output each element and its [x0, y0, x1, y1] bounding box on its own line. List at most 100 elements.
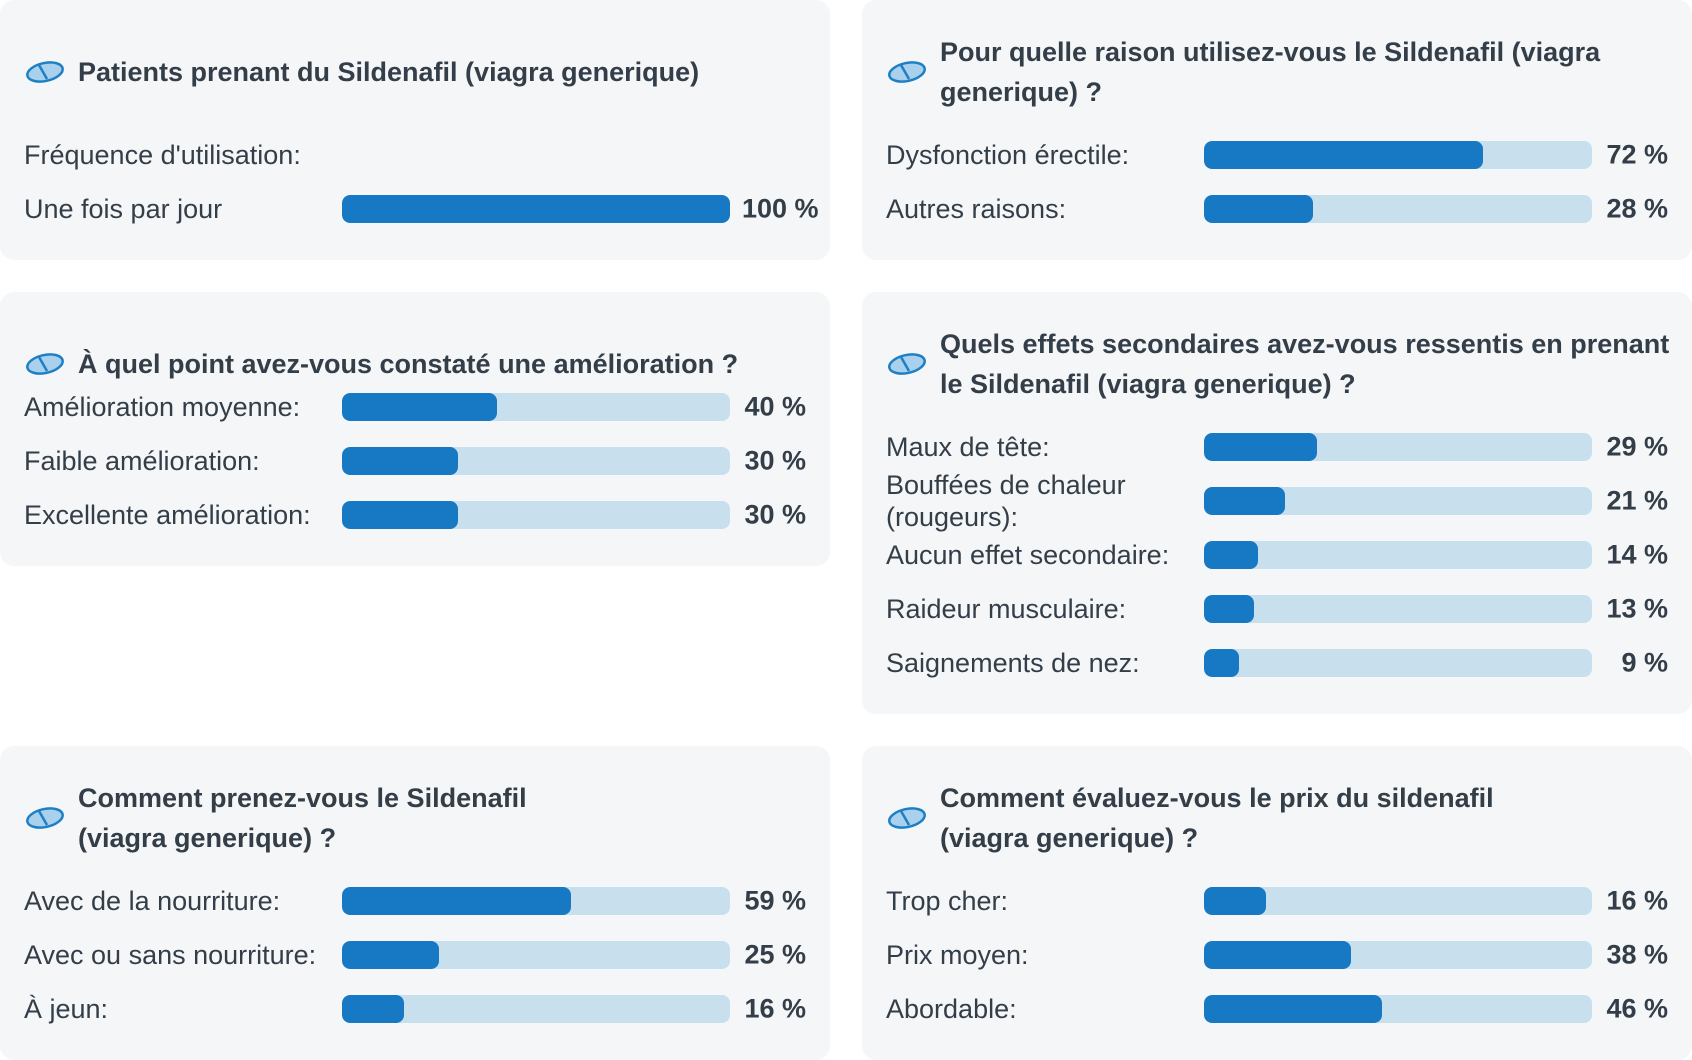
bar-value-label: 40 % — [744, 391, 806, 422]
bar-label: Faible amélioration: — [24, 446, 260, 476]
bar-track — [1204, 887, 1592, 915]
bar-track — [1204, 195, 1592, 223]
bar-label: Dysfonction érectile: — [886, 140, 1130, 170]
survey-card-side-effects: Quels effets secondaires avez-vous resse… — [862, 292, 1692, 714]
card-title: Pour quelle raison utilisez-vous le Sild… — [940, 37, 1601, 107]
bar-track — [342, 447, 730, 475]
bar-fill — [1204, 649, 1239, 677]
bar-fill — [1204, 141, 1484, 169]
bar-value-label: 30 % — [744, 499, 806, 530]
bar-fill — [1204, 595, 1255, 623]
bar-fill — [342, 195, 730, 223]
bar-row: Prix moyen: 38 % — [886, 928, 1692, 982]
bar-label: Aucun effet secondaire: — [886, 540, 1170, 570]
card-header: À quel point avez-vous constaté une amél… — [24, 344, 810, 384]
bar-row: Bouffées de chaleur (rougeurs): 21 % — [886, 470, 1692, 532]
bar-track — [1204, 595, 1592, 623]
pill-icon — [26, 807, 64, 829]
bar-label: Avec de la nourriture: — [24, 886, 281, 916]
bar-fill — [1204, 887, 1267, 915]
bar-value-label: 72 % — [1606, 139, 1668, 170]
bar-fill — [342, 447, 459, 475]
bar-value-label: 38 % — [1606, 939, 1668, 970]
card-header: Pour quelle raison utilisez-vous le Sild… — [886, 32, 1672, 112]
bar-row: Amélioration moyenne: 40 % — [24, 380, 830, 434]
bar-label: À jeun: — [24, 994, 109, 1024]
bar-label: Avec ou sans nourriture: — [24, 940, 317, 970]
bar-value-label: 13 % — [1606, 593, 1668, 624]
bar-row: Abordable: 46 % — [886, 982, 1692, 1036]
bar-fill — [342, 941, 439, 969]
bar-fill — [1204, 941, 1352, 969]
bar-label: Amélioration moyenne: — [24, 392, 301, 422]
bar-fill — [342, 501, 459, 529]
bar-label: Autres raisons: — [886, 194, 1067, 224]
bar-row: Trop cher: 16 % — [886, 874, 1692, 928]
bar-label: Trop cher: — [886, 886, 1009, 916]
card-header: Comment prenez-vous le Sildenafil (viagr… — [24, 778, 810, 858]
bar-value-label: 29 % — [1606, 431, 1668, 462]
bar-label: Abordable: — [886, 994, 1017, 1024]
bar-fill — [1204, 995, 1383, 1023]
bar-row: Aucun effet secondaire: 14 % — [886, 528, 1692, 582]
bar-fill — [342, 887, 571, 915]
bar-value-label: 28 % — [1606, 193, 1668, 224]
bar-track — [1204, 541, 1592, 569]
bar-row: Faible amélioration: 30 % — [24, 434, 830, 488]
pill-icon — [888, 807, 926, 829]
bar-track — [342, 887, 730, 915]
bar-value-label: 100 % — [742, 193, 819, 224]
pill-icon — [26, 353, 64, 375]
card-subtitle: Fréquence d'utilisation: — [24, 140, 301, 170]
bar-row: Avec de la nourriture: 59 % — [24, 874, 830, 928]
bar-value-label: 14 % — [1606, 539, 1668, 570]
survey-card-intake: Comment prenez-vous le Sildenafil (viagr… — [0, 746, 830, 1060]
bar-fill — [1204, 541, 1259, 569]
bar-fill — [1204, 195, 1313, 223]
bar-track — [342, 393, 730, 421]
bar-fill — [1204, 487, 1286, 515]
bar-track — [342, 501, 730, 529]
survey-card-reason: Pour quelle raison utilisez-vous le Sild… — [862, 0, 1692, 260]
pill-icon — [888, 61, 926, 83]
bar-fill — [1204, 433, 1317, 461]
pill-icon — [888, 353, 926, 375]
bar-row: Saignements de nez: 9 % — [886, 636, 1692, 690]
card-title: À quel point avez-vous constaté une amél… — [78, 349, 739, 379]
bar-label: Excellente amélioration: — [24, 500, 311, 530]
bar-label: Saignements de nez: — [886, 648, 1140, 678]
bar-label: Une fois par jour — [24, 194, 223, 224]
bar-track — [1204, 487, 1592, 515]
bar-value-label: 16 % — [744, 993, 806, 1024]
bar-track — [1204, 941, 1592, 969]
bar-track — [1204, 649, 1592, 677]
survey-card-improvement: À quel point avez-vous constaté une amél… — [0, 292, 830, 566]
bar-row: À jeun: 16 % — [24, 982, 830, 1036]
bar-label: Bouffées de chaleur (rougeurs): — [886, 470, 1126, 532]
bar-track — [1204, 433, 1592, 461]
bar-label: Raideur musculaire: — [886, 594, 1127, 624]
bar-track — [342, 941, 730, 969]
bar-row: Maux de tête: 29 % — [886, 420, 1692, 474]
card-header: Quels effets secondaires avez-vous resse… — [886, 324, 1672, 404]
bar-row: Excellente amélioration: 30 % — [24, 488, 830, 542]
bar-value-label: 46 % — [1606, 993, 1668, 1024]
card-title: Comment prenez-vous le Sildenafil (viagr… — [78, 783, 527, 853]
bar-row: Autres raisons: 28 % — [886, 182, 1692, 236]
card-title: Quels effets secondaires avez-vous resse… — [940, 329, 1670, 399]
bar-fill — [342, 393, 498, 421]
bar-row: Raideur musculaire: 13 % — [886, 582, 1692, 636]
card-title: Comment évaluez-vous le prix du sildenaf… — [940, 783, 1494, 853]
bar-label: Maux de tête: — [886, 432, 1050, 462]
bar-track — [342, 195, 730, 223]
bar-fill — [342, 995, 405, 1023]
bar-row: Une fois par jour 100 % — [24, 182, 830, 236]
survey-card-frequency: Patients prenant du Sildenafil (viagra g… — [0, 0, 830, 260]
pill-icon — [26, 61, 64, 83]
card-header: Comment évaluez-vous le prix du sildenaf… — [886, 778, 1672, 858]
bar-row: Avec ou sans nourriture: 25 % — [24, 928, 830, 982]
bar-value-label: 25 % — [744, 939, 806, 970]
bar-value-label: 59 % — [744, 885, 806, 916]
bar-row: Dysfonction érectile: 72 % — [886, 128, 1692, 182]
bar-value-label: 30 % — [744, 445, 806, 476]
